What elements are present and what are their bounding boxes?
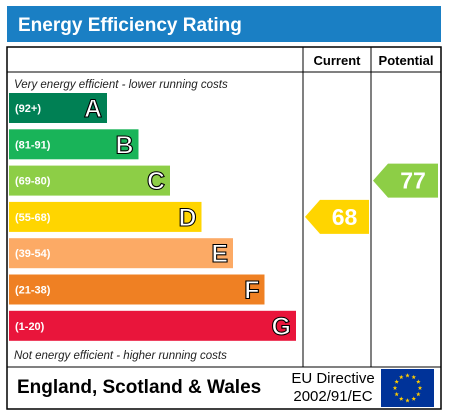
current-rating-arrow (305, 199, 369, 234)
eu-star-icon (416, 391, 421, 397)
current-column-header: Current (314, 53, 362, 68)
rating-bands: (92+) A (81-91) B (69-80) C (55-68) D (39-54) E (2… (9, 93, 296, 341)
eu-flag-icon (381, 369, 434, 407)
eu-star-icon (416, 379, 421, 384)
band-c: (69-80) C (9, 165, 170, 196)
eu-star-icon (417, 385, 423, 390)
title-bar (7, 6, 441, 42)
band-range-b: (81-91) (15, 139, 51, 151)
eu-star-icon (405, 398, 410, 403)
band-b: (81-91) B (9, 129, 139, 160)
band-bar-b (9, 129, 139, 160)
band-bar-d (9, 201, 202, 232)
band-range-g: (1-20) (15, 321, 45, 333)
eu-star-icon (398, 374, 404, 380)
chart-title: Energy Efficiency Rating (18, 15, 242, 36)
band-a: (92+) A (9, 93, 107, 124)
region-label: England, Scotland & Wales (17, 377, 261, 398)
rating-scores: 68 77 (305, 163, 438, 234)
efficient-note: Very energy efficient - lower running co… (14, 79, 228, 91)
eu-star-icon (405, 373, 410, 378)
band-range-d: (55-68) (15, 212, 51, 224)
band-bar-f (9, 274, 265, 305)
eu-star-icon (398, 396, 404, 401)
band-letter-f: F (244, 277, 259, 305)
band-letter-e: E (211, 240, 228, 268)
band-bar-g (9, 310, 296, 341)
potential-rating-arrow (373, 163, 438, 198)
band-range-c: (69-80) (15, 176, 51, 188)
band-range-f: (21-38) (15, 285, 51, 297)
eu-star-icon (394, 391, 399, 397)
chart-frame (6, 46, 442, 410)
inefficient-note: Not energy efficient - higher running co… (14, 350, 227, 362)
band-bar-e (9, 238, 233, 269)
band-g: (1-20) G (9, 310, 296, 341)
band-d: (55-68) D (9, 201, 202, 232)
eu-directive-number: 2002/91/EC (293, 388, 372, 405)
band-range-e: (39-54) (15, 248, 51, 260)
band-letter-a: A (84, 95, 102, 123)
eu-directive-label: EU Directive (291, 370, 374, 387)
band-letter-b: B (115, 131, 133, 159)
band-f: (21-38) F (9, 274, 265, 305)
potential-rating-value: 77 (400, 168, 426, 194)
potential-column-header: Potential (379, 53, 434, 68)
current-rating-value: 68 (332, 204, 358, 230)
eu-star-icon (411, 374, 417, 380)
band-bar-a (9, 93, 107, 123)
band-letter-c: C (147, 168, 165, 196)
eu-star-icon (394, 379, 399, 384)
band-e: (39-54) E (9, 238, 233, 269)
band-bar-c (9, 165, 170, 196)
band-range-a: (92+) (15, 103, 41, 115)
band-letter-g: G (272, 313, 291, 341)
eu-star-icon (411, 396, 417, 401)
eu-star-icon (392, 385, 398, 390)
band-letter-d: D (178, 204, 196, 232)
